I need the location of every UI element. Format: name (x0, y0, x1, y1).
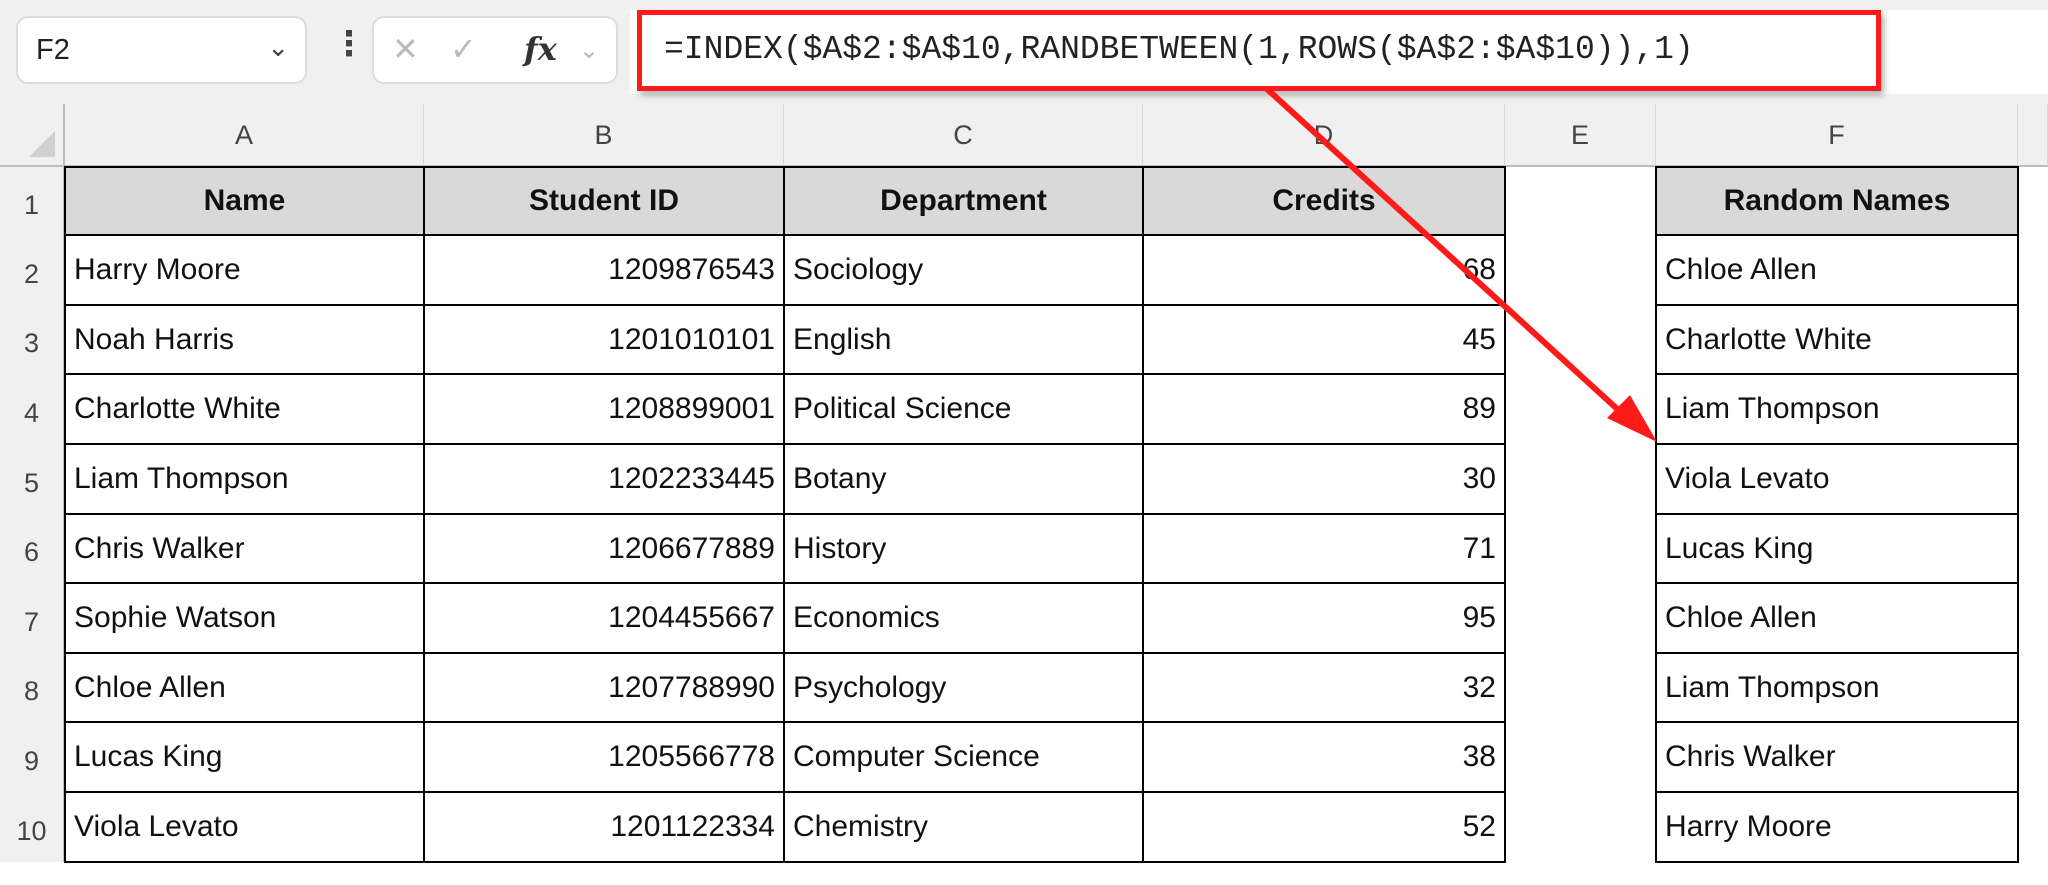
random-name-cell[interactable]: Charlotte White (1655, 304, 2019, 375)
table-cell[interactable]: 1201122334 (423, 791, 785, 863)
row-header-10[interactable]: 10 (0, 792, 65, 862)
table-cell[interactable]: Psychology (783, 652, 1144, 723)
table-cell[interactable]: Charlotte White (64, 373, 425, 445)
table-cell[interactable]: 45 (1142, 304, 1506, 375)
table-cell[interactable]: Harry Moore (64, 234, 425, 306)
more-options-icon[interactable]: ⋮ (332, 25, 366, 63)
header-cell[interactable]: Department (783, 166, 1144, 236)
row-header-9[interactable]: 9 (0, 722, 65, 792)
insert-function-icon[interactable]: fx (524, 30, 557, 68)
random-name-cell[interactable]: Harry Moore (1655, 791, 2019, 863)
formula-buttons: ✕ ✓ fx ⌄ (372, 16, 618, 84)
table-cell[interactable]: Economics (783, 582, 1144, 654)
table-cell[interactable]: Computer Science (783, 721, 1144, 793)
table-cell[interactable]: Chemistry (783, 791, 1144, 863)
chevron-down-icon[interactable]: ⌄ (267, 32, 289, 62)
select-all-button[interactable] (0, 104, 65, 167)
formula-input[interactable] (630, 10, 2048, 94)
table-cell[interactable]: Political Science (783, 373, 1144, 445)
header-cell[interactable]: Credits (1142, 166, 1506, 236)
column-header-C[interactable]: C (784, 104, 1143, 167)
table-cell[interactable]: 1201010101 (423, 304, 785, 375)
table-cell[interactable]: 68 (1142, 234, 1506, 306)
column-header-B[interactable]: B (424, 104, 784, 167)
table-cell[interactable]: Viola Levato (64, 791, 425, 863)
random-name-cell[interactable]: Chloe Allen (1655, 234, 2019, 306)
table-cell[interactable]: 32 (1142, 652, 1506, 723)
column-header-D[interactable]: D (1143, 104, 1505, 167)
column-header-E[interactable]: E (1505, 104, 1656, 167)
cancel-icon[interactable]: ✕ (392, 31, 419, 67)
table-cell[interactable]: History (783, 513, 1144, 584)
table-cell[interactable]: Lucas King (64, 721, 425, 793)
row-header-1[interactable]: 1 (0, 167, 65, 235)
row-header-3[interactable]: 3 (0, 305, 65, 374)
table-cell[interactable]: 1209876543 (423, 234, 785, 306)
header-cell[interactable]: Student ID (423, 166, 785, 236)
column-header-G[interactable] (2018, 104, 2048, 167)
table-cell[interactable]: 1205566778 (423, 721, 785, 793)
table-cell[interactable]: 52 (1142, 791, 1506, 863)
formula-highlight-box: =INDEX($A$2:$A$10,RANDBETWEEN(1,ROWS($A$… (637, 10, 1881, 91)
table-cell[interactable]: English (783, 304, 1144, 375)
table-cell[interactable]: Sociology (783, 234, 1144, 306)
table-cell[interactable]: Chloe Allen (64, 652, 425, 723)
table-cell[interactable]: 89 (1142, 373, 1506, 445)
table-cell[interactable]: 38 (1142, 721, 1506, 793)
table-cell[interactable]: Chris Walker (64, 513, 425, 584)
table-cell[interactable]: Noah Harris (64, 304, 425, 375)
chevron-down-icon[interactable]: ⌄ (579, 37, 600, 64)
enter-icon[interactable]: ✓ (450, 31, 477, 67)
row-header-8[interactable]: 8 (0, 653, 65, 722)
table-cell[interactable]: 30 (1142, 443, 1506, 515)
row-header-2[interactable]: 2 (0, 235, 65, 305)
random-name-cell[interactable]: Lucas King (1655, 513, 2019, 584)
table-cell[interactable]: 1206677889 (423, 513, 785, 584)
column-header-F[interactable]: F (1656, 104, 2018, 167)
row-header-4[interactable]: 4 (0, 374, 65, 444)
column-header-A[interactable]: A (65, 104, 424, 167)
random-name-cell[interactable]: Viola Levato (1655, 443, 2019, 515)
select-all-icon (29, 131, 55, 157)
name-box[interactable]: F2 ⌄ (16, 16, 307, 84)
header-cell[interactable]: Name (64, 166, 425, 236)
table-cell[interactable]: 1207788990 (423, 652, 785, 723)
table-cell[interactable]: 71 (1142, 513, 1506, 584)
table-cell[interactable]: Sophie Watson (64, 582, 425, 654)
formula-text[interactable]: =INDEX($A$2:$A$10,RANDBETWEEN(1,ROWS($A$… (664, 31, 1694, 68)
random-name-cell[interactable]: Chris Walker (1655, 721, 2019, 793)
name-box-value: F2 (36, 34, 70, 66)
random-names-header[interactable]: Random Names (1655, 166, 2019, 236)
table-cell[interactable]: Botany (783, 443, 1144, 515)
random-name-cell[interactable]: Liam Thompson (1655, 373, 2019, 445)
table-cell[interactable]: Liam Thompson (64, 443, 425, 515)
table-cell[interactable]: 1204455667 (423, 582, 785, 654)
formula-toolbar: F2 ⌄ ⋮ ✕ ✓ fx ⌄ =INDEX($A$2:$A$10,RANDBE… (0, 0, 2048, 104)
table-cell[interactable]: 1202233445 (423, 443, 785, 515)
row-header-5[interactable]: 5 (0, 444, 65, 514)
random-name-cell[interactable]: Liam Thompson (1655, 652, 2019, 723)
table-cell[interactable]: 95 (1142, 582, 1506, 654)
row-header-6[interactable]: 6 (0, 514, 65, 583)
random-name-cell[interactable]: Chloe Allen (1655, 582, 2019, 654)
arrow-head (1607, 395, 1657, 442)
row-header-7[interactable]: 7 (0, 583, 65, 653)
table-cell[interactable]: 1208899001 (423, 373, 785, 445)
